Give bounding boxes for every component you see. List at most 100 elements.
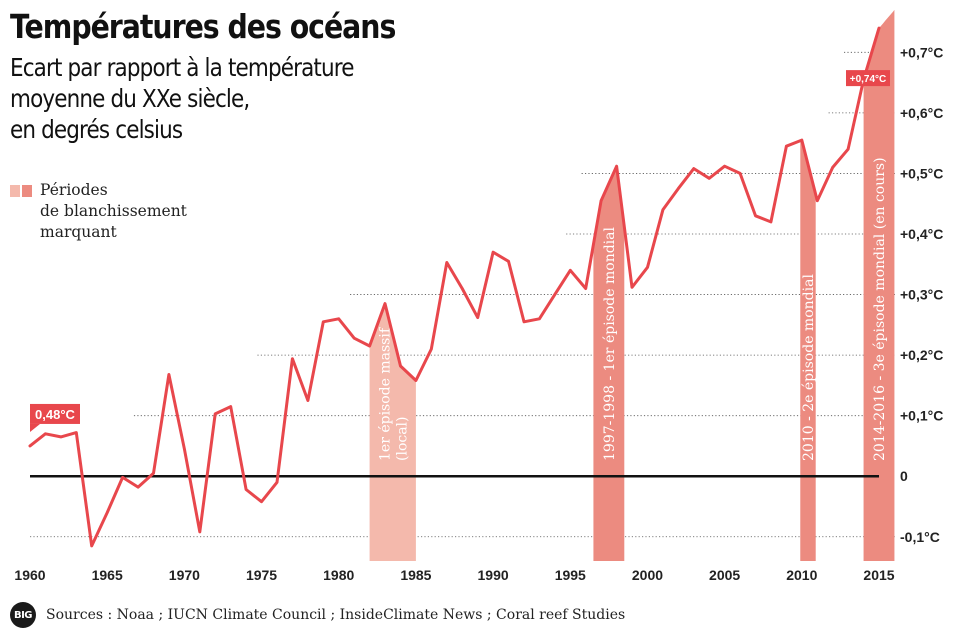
data-point — [322, 320, 325, 324]
data-point — [491, 250, 495, 254]
data-point — [430, 347, 433, 351]
band-label-text: (local) — [394, 417, 410, 462]
y-tick-label: +0,1°C — [900, 408, 943, 424]
y-tick-label: 0 — [900, 468, 908, 484]
bleaching-band — [369, 303, 416, 561]
data-point — [630, 286, 634, 289]
y-tick-label: +0,7°C — [900, 44, 943, 60]
data-point — [198, 530, 201, 534]
data-point — [599, 199, 603, 202]
data-point — [831, 166, 834, 169]
bleaching-band — [593, 166, 625, 561]
data-points — [28, 26, 881, 548]
data-point — [291, 357, 294, 360]
x-axis-labels: 1960 1965 1970 1975 1980 1985 1990 1995 2000 2005… — [14, 567, 894, 583]
data-point — [136, 485, 140, 489]
data-point — [754, 214, 757, 218]
data-point — [816, 199, 819, 202]
brand-logo-icon: BIG — [10, 602, 36, 628]
data-point — [677, 187, 680, 190]
legend-text: Périodes — [40, 181, 108, 199]
data-point — [476, 316, 479, 319]
chart-legend: Périodes de blanchissement marquant — [10, 180, 187, 243]
x-tick-label: 1990 — [478, 567, 509, 583]
data-point — [75, 431, 78, 434]
data-point — [646, 266, 649, 269]
data-point — [615, 164, 618, 168]
x-tick-label: 2000 — [632, 567, 663, 583]
data-point — [800, 138, 804, 142]
band-label-text: 2010 - 2e épisode mondial — [801, 274, 817, 461]
y-tick-label: +0,2°C — [900, 347, 943, 363]
callout: 0,48°C — [30, 403, 80, 432]
data-point — [244, 488, 248, 491]
x-tick-label: 1985 — [400, 567, 431, 583]
data-point — [399, 364, 402, 368]
data-point — [90, 544, 93, 548]
data-point — [121, 476, 124, 479]
data-point — [414, 379, 418, 382]
legend-text: marquant — [40, 223, 117, 241]
y-tick-label: +0,5°C — [900, 165, 943, 181]
data-point — [507, 260, 510, 263]
data-point — [461, 287, 464, 290]
data-point — [260, 500, 263, 503]
callout: +0,74°C — [846, 70, 890, 87]
band-label-text: 1997-1998 - 1er épisode mondial — [602, 227, 618, 461]
data-point — [183, 447, 186, 451]
bleaching-bands: 1er épisode massif (local) 1997-1998 - 1er… — [369, 9, 895, 561]
data-point — [214, 412, 217, 416]
legend-text: de blanchissement — [40, 202, 187, 220]
band-label: 2010 - 2e épisode mondial — [801, 274, 817, 461]
data-point — [522, 320, 526, 324]
y-tick-label: +0,4°C — [900, 226, 943, 242]
data-point — [275, 481, 279, 484]
footer: BIG Sources : Noaa ; IUCN Climate Counci… — [10, 600, 625, 630]
y-tick-label: +0,3°C — [900, 287, 943, 303]
data-point — [445, 261, 448, 264]
data-point — [553, 293, 557, 296]
subtitle-line: moyenne du XXe siècle, — [10, 84, 250, 113]
data-point — [337, 317, 340, 320]
callout-box — [30, 403, 80, 424]
x-tick-label: 2005 — [709, 567, 740, 583]
x-tick-label: 1960 — [14, 567, 45, 583]
callout-box — [846, 70, 890, 87]
annotations: 0,48°C +0,74°C — [30, 70, 890, 432]
data-point — [306, 399, 310, 402]
x-tick-label: 1975 — [246, 567, 277, 583]
x-tick-label: 1980 — [323, 567, 354, 583]
bleaching-band — [800, 140, 816, 561]
data-point — [846, 148, 850, 151]
data-point — [785, 144, 788, 148]
callout-label: 0,48°C — [35, 407, 76, 422]
bleaching-band — [863, 9, 895, 561]
x-tick-label: 1995 — [555, 567, 586, 583]
data-point — [708, 177, 711, 180]
data-point — [152, 471, 155, 475]
data-point — [229, 405, 232, 408]
chart-title: Températures des océans — [10, 7, 396, 46]
band-label-text: 2014-2016 - 3e épisode mondial (en cours… — [872, 157, 888, 461]
x-tick-label: 2015 — [863, 567, 894, 583]
callout-label: +0,74°C — [850, 74, 887, 85]
y-tick-label: -0,1°C — [900, 529, 940, 545]
x-tick-label: 1970 — [169, 567, 200, 583]
data-point — [661, 208, 665, 211]
chart-subtitle: Ecart par rapport à la température moyen… — [10, 52, 355, 145]
grid-lines — [30, 51, 895, 538]
band-label: 1er épisode massif (local) — [377, 326, 410, 461]
series-group — [28, 26, 881, 548]
data-point — [569, 269, 572, 272]
subtitle-line: Ecart par rapport à la température — [10, 53, 355, 82]
data-point — [769, 220, 773, 224]
data-point — [538, 317, 541, 320]
data-point — [368, 344, 371, 348]
subtitle-line: en degrés celsius — [10, 115, 183, 144]
data-point — [105, 511, 109, 514]
data-point — [352, 336, 356, 340]
data-point — [877, 26, 881, 30]
data-point — [383, 302, 387, 305]
data-point — [738, 172, 742, 175]
